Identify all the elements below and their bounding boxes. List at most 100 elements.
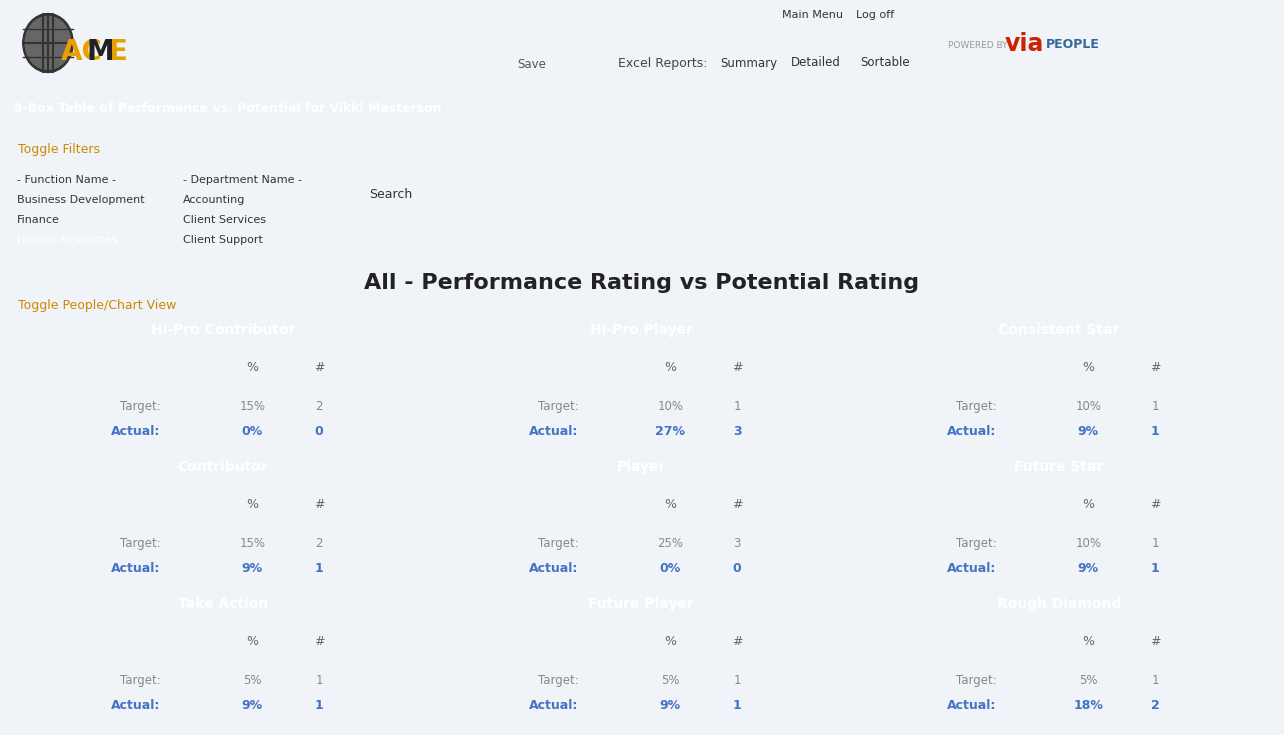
Text: 5%: 5% <box>243 674 262 686</box>
Text: Sortable: Sortable <box>860 57 910 70</box>
Text: 1: 1 <box>1152 400 1159 412</box>
Text: Target:: Target: <box>119 400 160 412</box>
Text: 9%: 9% <box>1077 562 1099 575</box>
Text: M: M <box>86 38 114 66</box>
Text: 25%: 25% <box>657 537 683 550</box>
Text: #: # <box>1150 498 1161 512</box>
Circle shape <box>26 16 71 70</box>
Text: 1: 1 <box>733 699 742 711</box>
Text: 2: 2 <box>316 537 322 550</box>
Text: Toggle People/Chart View: Toggle People/Chart View <box>18 299 176 312</box>
Text: Consistent Star: Consistent Star <box>999 323 1120 337</box>
Text: AC: AC <box>62 38 103 66</box>
Text: Main Menu: Main Menu <box>782 10 844 20</box>
Text: Search: Search <box>370 188 412 201</box>
Text: Actual:: Actual: <box>110 425 160 438</box>
Text: Client Support: Client Support <box>184 235 263 245</box>
Text: 1: 1 <box>733 400 741 412</box>
Text: %: % <box>664 636 677 648</box>
Text: #: # <box>732 498 742 512</box>
Text: 3: 3 <box>733 425 741 438</box>
Text: #: # <box>1150 362 1161 374</box>
Text: Actual:: Actual: <box>529 562 578 575</box>
Text: Future Player: Future Player <box>588 597 693 611</box>
Text: 5%: 5% <box>661 674 679 686</box>
Text: %: % <box>247 636 258 648</box>
Text: 27%: 27% <box>655 425 686 438</box>
Text: %: % <box>1082 636 1094 648</box>
Text: 0: 0 <box>733 562 742 575</box>
Text: 0%: 0% <box>660 562 681 575</box>
Text: 1: 1 <box>1150 425 1159 438</box>
Text: Client Services: Client Services <box>184 215 266 225</box>
Text: Hi-Pro Player: Hi-Pro Player <box>589 323 692 337</box>
Text: %: % <box>247 498 258 512</box>
Text: 5%: 5% <box>1079 674 1098 686</box>
Text: Target:: Target: <box>955 537 996 550</box>
Text: Target:: Target: <box>538 674 578 686</box>
Text: Target:: Target: <box>538 537 578 550</box>
Text: Finance: Finance <box>17 215 60 225</box>
Text: 2: 2 <box>316 400 322 412</box>
Text: Player: Player <box>616 460 665 474</box>
Text: 1: 1 <box>1150 562 1159 575</box>
Text: 1: 1 <box>315 699 324 711</box>
Text: Actual:: Actual: <box>529 699 578 711</box>
Text: Hi-Pro Contributor: Hi-Pro Contributor <box>150 323 295 337</box>
Text: Business Development: Business Development <box>17 195 145 205</box>
Text: %: % <box>664 498 677 512</box>
Text: Future Star: Future Star <box>1014 460 1104 474</box>
Text: 9-Box Table of Performance vs. Potential for Vikki Masterson: 9-Box Table of Performance vs. Potential… <box>14 102 442 115</box>
Text: All - Performance Rating vs Potential Rating: All - Performance Rating vs Potential Ra… <box>365 273 919 293</box>
Text: Log off: Log off <box>856 10 894 20</box>
Text: Summary: Summary <box>720 57 778 70</box>
Text: - Department Name -: - Department Name - <box>184 175 302 185</box>
Text: Take Action: Take Action <box>178 597 268 611</box>
Text: 9%: 9% <box>660 699 681 711</box>
Text: 9%: 9% <box>241 562 263 575</box>
Text: 2: 2 <box>1150 699 1159 711</box>
Text: 0%: 0% <box>241 425 263 438</box>
Text: Toggle Filters: Toggle Filters <box>18 143 100 157</box>
Text: %: % <box>664 362 677 374</box>
Text: Target:: Target: <box>119 537 160 550</box>
Text: 1: 1 <box>1152 537 1159 550</box>
Text: Target:: Target: <box>955 674 996 686</box>
Text: Save: Save <box>517 57 547 71</box>
Text: POWERED BY: POWERED BY <box>948 40 1008 49</box>
Text: 10%: 10% <box>1075 537 1102 550</box>
Text: Rough Diamond: Rough Diamond <box>996 597 1121 611</box>
Text: 1: 1 <box>315 562 324 575</box>
Text: %: % <box>247 362 258 374</box>
Circle shape <box>23 14 73 73</box>
Text: %: % <box>1082 498 1094 512</box>
Text: 3: 3 <box>733 537 741 550</box>
Text: Actual:: Actual: <box>110 699 160 711</box>
Text: Actual:: Actual: <box>529 425 578 438</box>
Text: %: % <box>1082 362 1094 374</box>
Text: 10%: 10% <box>1075 400 1102 412</box>
Text: Actual:: Actual: <box>946 562 996 575</box>
Text: #: # <box>313 636 325 648</box>
Text: 9%: 9% <box>241 699 263 711</box>
Text: Target:: Target: <box>119 674 160 686</box>
Text: 9%: 9% <box>1077 425 1099 438</box>
Text: E: E <box>109 38 127 66</box>
Text: #: # <box>313 498 325 512</box>
Text: Actual:: Actual: <box>110 562 160 575</box>
Text: Excel Reports:: Excel Reports: <box>618 57 707 71</box>
Text: Actual:: Actual: <box>946 425 996 438</box>
Text: 15%: 15% <box>239 537 266 550</box>
Text: #: # <box>313 362 325 374</box>
Text: 18%: 18% <box>1073 699 1103 711</box>
Text: #: # <box>1150 636 1161 648</box>
Text: Target:: Target: <box>538 400 578 412</box>
Text: via: via <box>1005 32 1044 56</box>
Text: Contributor: Contributor <box>177 460 268 474</box>
Text: 15%: 15% <box>239 400 266 412</box>
Text: #: # <box>732 636 742 648</box>
Text: Human Resources: Human Resources <box>17 235 118 245</box>
Text: 1: 1 <box>316 674 322 686</box>
Text: Target:: Target: <box>955 400 996 412</box>
Text: PEOPLE: PEOPLE <box>1046 37 1100 51</box>
